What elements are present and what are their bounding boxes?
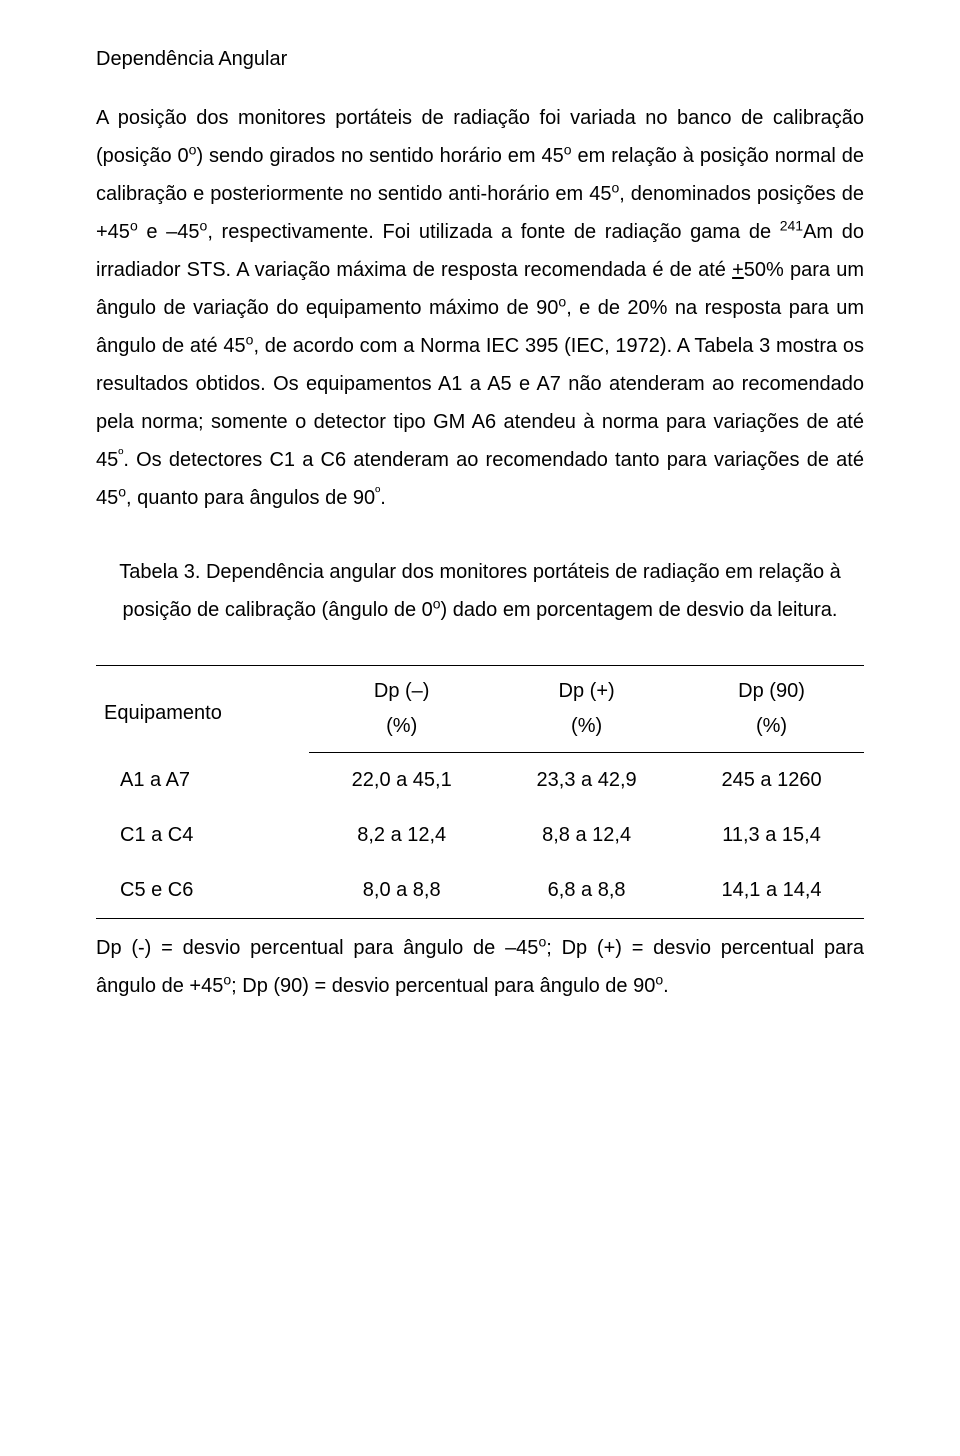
table-header-dp90-unit: (%) <box>679 709 864 753</box>
table-cell-label: C5 e C6 <box>96 863 309 919</box>
table-cell: 8,8 a 12,4 <box>494 808 679 863</box>
table-header-dp90-top: Dp (90) <box>679 666 864 710</box>
table-cell-label: A1 a A7 <box>96 753 309 809</box>
body-paragraph: A posição dos monitores portáteis de rad… <box>96 99 864 517</box>
table-row: C5 e C6 8,0 a 8,8 6,8 a 8,8 14,1 a 14,4 <box>96 863 864 919</box>
table-cell: 6,8 a 8,8 <box>494 863 679 919</box>
table-cell: 14,1 a 14,4 <box>679 863 864 919</box>
table-header-dpplus-unit: (%) <box>494 709 679 753</box>
table-header-dpplus-top: Dp (+) <box>494 666 679 710</box>
angular-dependence-table: Equipamento Dp (–) Dp (+) Dp (90) (%) (%… <box>96 665 864 919</box>
table-cell: 11,3 a 15,4 <box>679 808 864 863</box>
table-header-dpminus-top: Dp (–) <box>309 666 494 710</box>
table-row: C1 a C4 8,2 a 12,4 8,8 a 12,4 11,3 a 15,… <box>96 808 864 863</box>
table-footnote: Dp (-) = desvio percentual para ângulo d… <box>96 929 864 1005</box>
table-header-dpminus-unit: (%) <box>309 709 494 753</box>
table-cell: 8,2 a 12,4 <box>309 808 494 863</box>
table-header-equipment: Equipamento <box>96 666 309 753</box>
section-title: Dependência Angular <box>96 48 864 71</box>
table-cell-label: C1 a C4 <box>96 808 309 863</box>
table-row: A1 a A7 22,0 a 45,1 23,3 a 42,9 245 a 12… <box>96 753 864 809</box>
table-cell: 8,0 a 8,8 <box>309 863 494 919</box>
table-cell: 22,0 a 45,1 <box>309 753 494 809</box>
table-caption: Tabela 3. Dependência angular dos monito… <box>96 553 864 629</box>
table-cell: 245 a 1260 <box>679 753 864 809</box>
table-cell: 23,3 a 42,9 <box>494 753 679 809</box>
